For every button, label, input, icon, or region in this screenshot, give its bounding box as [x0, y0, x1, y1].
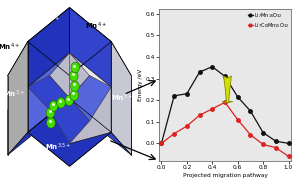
Li$_7$Mn$_{16}$O$_{32}$ — [274, 140, 278, 142]
Polygon shape — [8, 42, 28, 155]
Circle shape — [71, 62, 80, 73]
Legend: Li$_7$Mn$_{16}$O$_{32}$, Li$_7$CoMn$_{15}$O$_{32}$: Li$_7$Mn$_{16}$O$_{32}$, Li$_7$CoMn$_{15… — [247, 10, 290, 30]
Circle shape — [70, 90, 79, 101]
Text: Mn$^{3+}$: Mn$^{3+}$ — [111, 93, 133, 104]
Polygon shape — [69, 87, 111, 144]
Li$_7$Mn$_{16}$O$_{32}$ — [236, 96, 239, 98]
Circle shape — [65, 95, 74, 106]
Text: Mn$^{4+}$: Mn$^{4+}$ — [0, 42, 20, 53]
Li$_7$CoMn$_{15}$O$_{32}$ — [287, 155, 290, 157]
Li$_7$Mn$_{16}$O$_{32}$ — [249, 110, 252, 112]
Li$_7$CoMn$_{15}$O$_{32}$ — [172, 132, 176, 135]
Li$_7$Mn$_{16}$O$_{32}$ — [211, 66, 214, 68]
Circle shape — [47, 118, 55, 128]
Polygon shape — [28, 8, 111, 76]
Circle shape — [46, 108, 55, 118]
Li$_7$Mn$_{16}$O$_{32}$ — [198, 71, 201, 73]
Li$_7$Mn$_{16}$O$_{32}$ — [172, 95, 176, 97]
Circle shape — [49, 101, 58, 111]
Li$_7$CoMn$_{15}$O$_{32}$ — [160, 142, 163, 145]
Li$_7$Mn$_{16}$O$_{32}$ — [261, 131, 265, 134]
Li$_7$CoMn$_{15}$O$_{32}$ — [223, 101, 227, 103]
Li$_7$CoMn$_{15}$O$_{32}$ — [261, 143, 265, 146]
Circle shape — [69, 70, 78, 81]
X-axis label: Projected migration pathway: Projected migration pathway — [183, 173, 267, 178]
Li$_7$Mn$_{16}$O$_{32}$ — [185, 93, 189, 95]
Line: Li$_7$CoMn$_{15}$O$_{32}$: Li$_7$CoMn$_{15}$O$_{32}$ — [160, 101, 290, 158]
Y-axis label: Energy /eV: Energy /eV — [138, 69, 143, 101]
Polygon shape — [49, 53, 90, 98]
Li$_7$CoMn$_{15}$O$_{32}$ — [236, 119, 239, 121]
Line: Li$_7$Mn$_{16}$O$_{32}$: Li$_7$Mn$_{16}$O$_{32}$ — [160, 65, 290, 145]
Polygon shape — [69, 8, 111, 87]
Li$_7$CoMn$_{15}$O$_{32}$ — [249, 134, 252, 136]
Li$_7$Mn$_{16}$O$_{32}$ — [223, 75, 227, 77]
Polygon shape — [69, 42, 131, 110]
Polygon shape — [8, 42, 69, 110]
Li$_7$CoMn$_{15}$O$_{32}$ — [198, 114, 201, 116]
Li$_7$CoMn$_{15}$O$_{32}$ — [274, 146, 278, 149]
Polygon shape — [28, 76, 69, 110]
Polygon shape — [49, 76, 111, 155]
Polygon shape — [111, 42, 131, 155]
Li$_7$Mn$_{16}$O$_{32}$ — [160, 142, 163, 145]
Polygon shape — [49, 98, 90, 144]
Text: Co$^{3+}$: Co$^{3+}$ — [40, 15, 59, 26]
Polygon shape — [90, 76, 131, 155]
Circle shape — [71, 81, 79, 91]
Polygon shape — [28, 53, 69, 132]
Polygon shape — [8, 76, 49, 155]
Polygon shape — [28, 8, 69, 87]
Li$_7$CoMn$_{15}$O$_{32}$ — [211, 108, 214, 110]
Text: Mn$^{4+}$: Mn$^{4+}$ — [85, 21, 107, 32]
Polygon shape — [69, 76, 111, 121]
Li$_7$CoMn$_{15}$O$_{32}$ — [185, 125, 189, 127]
Polygon shape — [28, 98, 111, 166]
Text: Mn$^{3+}$: Mn$^{3+}$ — [3, 89, 25, 100]
Li$_7$Mn$_{16}$O$_{32}$ — [287, 142, 290, 145]
Circle shape — [57, 98, 65, 108]
Text: Mn$^{3.5+}$: Mn$^{3.5+}$ — [45, 142, 72, 153]
